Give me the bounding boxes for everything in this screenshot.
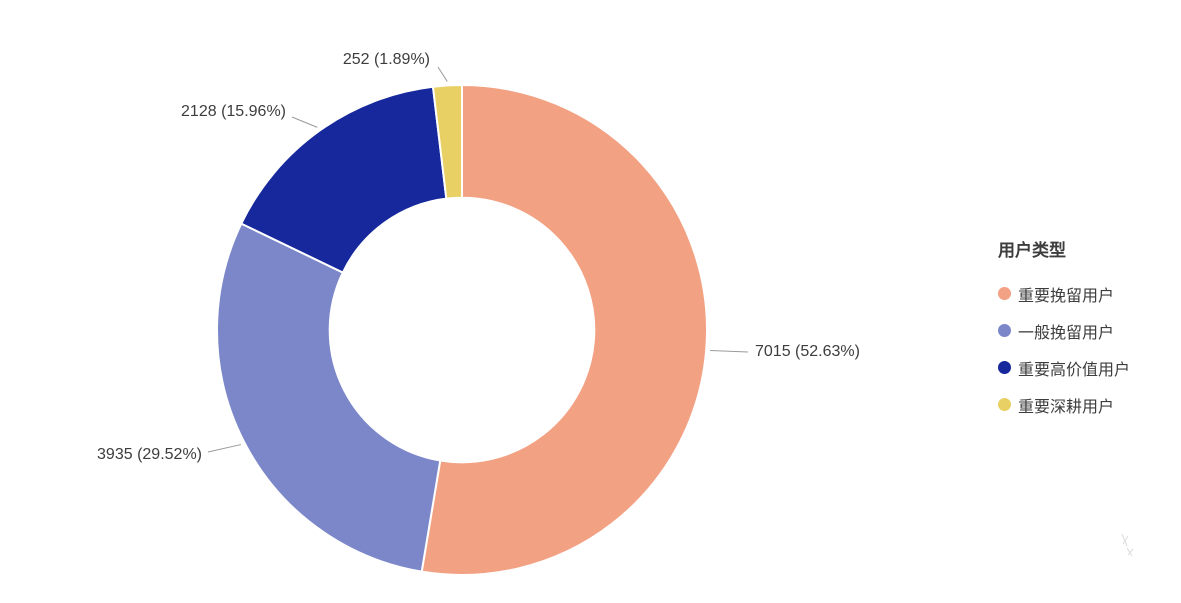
donut-slice-2[interactable] bbox=[239, 85, 448, 274]
legend-dot-high-value bbox=[998, 361, 1011, 374]
leader-line-1 bbox=[207, 444, 242, 453]
legend-item-label: 重要深耕用户 bbox=[1018, 398, 1115, 416]
legend-dot-general-retain bbox=[998, 324, 1011, 337]
legend-item-important-retain[interactable]: 重要挽留用户 bbox=[998, 275, 1130, 312]
donut-slice-1[interactable] bbox=[216, 222, 442, 573]
slice-label-3: 252 (1.89%) bbox=[343, 51, 430, 68]
leader-line-2 bbox=[291, 116, 318, 128]
legend-item-label: 一般挽留用户 bbox=[1018, 324, 1115, 342]
legend-item-high-value[interactable]: 重要高价值用户 bbox=[998, 349, 1130, 386]
legend-dot-deep-cultivate bbox=[998, 398, 1011, 411]
legend-item-label: 重要挽留用户 bbox=[1018, 287, 1115, 305]
legend-item-deep-cultivate[interactable]: 重要深耕用户 bbox=[998, 386, 1130, 423]
legend-item-label: 重要高价值用户 bbox=[1018, 361, 1131, 379]
slice-label-0: 7015 (52.63%) bbox=[755, 343, 860, 360]
donut-slice-3[interactable] bbox=[431, 83, 463, 200]
slice-label-2: 2128 (15.96%) bbox=[181, 103, 286, 120]
leader-line-3 bbox=[437, 66, 448, 82]
slice-label-1: 3935 (29.52%) bbox=[97, 446, 202, 463]
legend-dot-important-retain bbox=[998, 287, 1011, 300]
legend-title: 用户类型 bbox=[998, 241, 1066, 260]
legend-item-general-retain[interactable]: 一般挽留用户 bbox=[998, 312, 1130, 349]
leader-line-0 bbox=[710, 350, 749, 353]
legend: 用户类型 重要挽留用户 一般挽留用户 重要高价值用户 重要深耕用户 bbox=[998, 236, 1130, 423]
donut-slice-0[interactable] bbox=[420, 83, 708, 576]
watermark-scribble bbox=[1118, 532, 1138, 563]
